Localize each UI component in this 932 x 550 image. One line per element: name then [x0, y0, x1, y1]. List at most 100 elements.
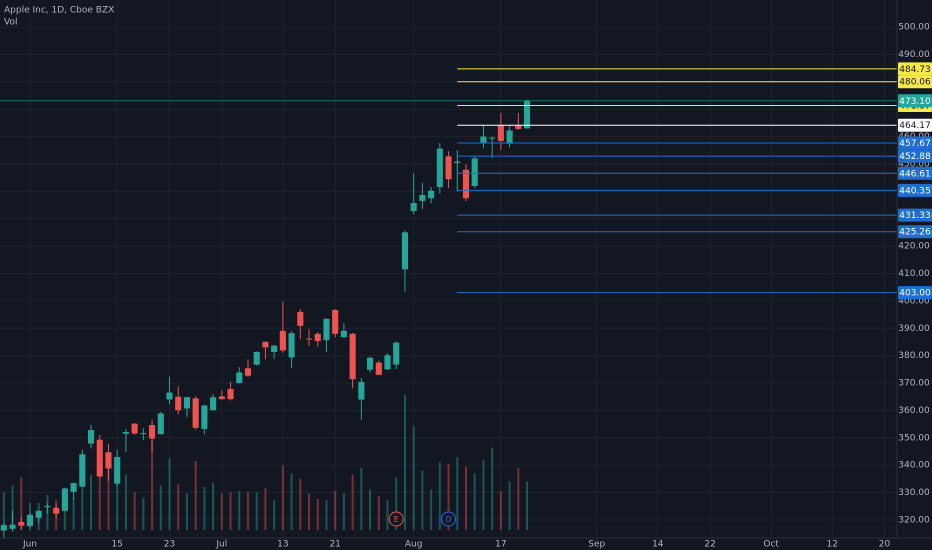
volume-bar	[90, 474, 93, 530]
candle-body	[523, 100, 531, 129]
y-tick-label: 390.00	[898, 324, 930, 334]
candle-body	[323, 318, 330, 341]
candle-body	[201, 405, 208, 429]
volume-bar	[438, 462, 441, 530]
candle-body	[26, 514, 34, 527]
candle-body	[262, 341, 269, 348]
price-label: 457.67	[899, 139, 931, 149]
candle-body	[349, 333, 356, 380]
candle-body	[445, 156, 452, 180]
candle-body	[279, 330, 286, 351]
volume-bar	[351, 474, 354, 530]
volume-bar	[299, 478, 302, 530]
volume-bar	[386, 500, 389, 530]
volume-bar	[412, 426, 415, 530]
volume-bar	[107, 462, 110, 530]
candle-body	[314, 333, 321, 342]
candle-body	[192, 398, 199, 428]
x-tick-label: 20	[879, 540, 891, 550]
candle-body	[462, 169, 470, 199]
volume-bar	[238, 490, 241, 530]
price-label-box	[898, 136, 932, 150]
x-tick-label: 15	[111, 540, 122, 550]
event-label: D	[445, 515, 451, 524]
candle-body	[367, 357, 374, 370]
candle-body	[419, 195, 426, 201]
candle-body	[401, 232, 408, 270]
candle-body	[210, 397, 217, 411]
plot	[0, 68, 897, 539]
candle-body	[175, 396, 182, 411]
candle-body	[236, 372, 243, 384]
candle-body	[114, 456, 121, 484]
y-tick-label: 500.00	[898, 23, 930, 33]
volume-bar	[229, 492, 232, 530]
volume-bar	[177, 484, 180, 530]
volume-bar	[482, 459, 485, 530]
candle-body	[332, 309, 339, 334]
price-label-box	[898, 286, 932, 300]
volume-bar	[2, 492, 5, 530]
candle-body	[35, 510, 42, 518]
candle-body	[305, 338, 313, 340]
volume-bar	[281, 465, 284, 530]
price-label: 480.06	[899, 78, 931, 88]
candle-body	[122, 432, 129, 434]
volume-label: Vol	[4, 18, 17, 28]
candle-body	[288, 333, 295, 358]
volume-bar	[456, 457, 459, 530]
candle-body	[227, 388, 234, 400]
candle-body	[340, 330, 347, 338]
y-tick-label: 380.00	[898, 351, 930, 361]
volume-bar	[360, 467, 363, 530]
price-label: 484.73	[899, 65, 931, 75]
volume-bar	[246, 492, 249, 530]
candle-body	[105, 452, 112, 469]
candle-body	[87, 430, 95, 444]
volume-bar	[11, 485, 14, 530]
price-label: 452.88	[899, 152, 931, 162]
volume-bar	[508, 481, 511, 530]
x-tick-label: 21	[329, 540, 340, 550]
candle-body	[149, 425, 156, 439]
volume-bar	[499, 490, 502, 530]
candle-body	[515, 125, 522, 129]
volume-bar	[133, 492, 136, 530]
volume-bar	[308, 493, 311, 530]
candle-body	[44, 505, 51, 508]
volume-bar	[421, 470, 424, 530]
candle-body	[471, 158, 478, 186]
candle-body	[218, 396, 225, 400]
volume-bar	[72, 497, 75, 530]
x-tick-label: 22	[704, 540, 715, 550]
candle-body	[157, 413, 164, 435]
candle-body	[53, 507, 60, 514]
volume-bar	[194, 461, 197, 530]
candle-body	[244, 368, 252, 376]
candle-body	[61, 488, 68, 511]
candle-body	[297, 311, 304, 326]
event-label: E	[394, 515, 399, 524]
candle-body	[358, 381, 365, 400]
candle-body	[131, 423, 138, 434]
y-tick-label: 350.00	[898, 433, 930, 443]
volume-bar	[124, 474, 127, 530]
candle-body	[140, 433, 147, 435]
candle-body	[489, 137, 496, 139]
price-label-box	[898, 62, 932, 76]
volume-bar	[220, 493, 223, 530]
event-marker	[388, 511, 404, 527]
candle-body	[375, 362, 382, 375]
candle-body	[410, 203, 417, 212]
x-tick-label: Aug	[405, 540, 423, 550]
volume-bar	[473, 473, 476, 530]
price-label-box	[898, 118, 932, 132]
volume-bar	[325, 500, 328, 530]
volume-bar	[168, 458, 171, 530]
chart-title: Apple Inc, 1D, Cboe BZX	[4, 6, 114, 16]
volume-bar	[20, 477, 23, 530]
y-tick-label: 490.00	[898, 50, 930, 60]
x-tick-label: 23	[164, 540, 175, 550]
price-label: 403.00	[899, 289, 931, 299]
price-label-box	[898, 166, 932, 180]
